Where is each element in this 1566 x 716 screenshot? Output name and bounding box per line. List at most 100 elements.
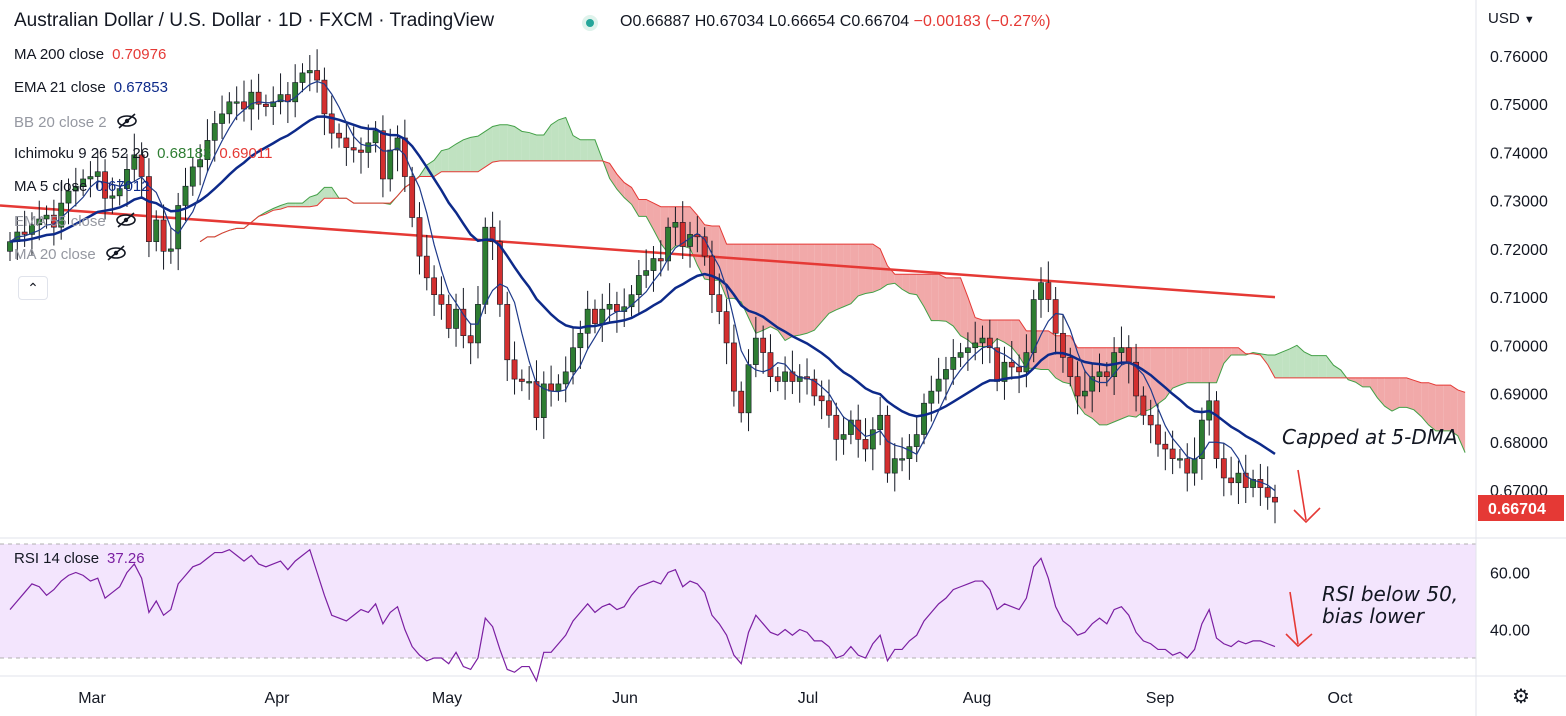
candle-down xyxy=(328,113,335,134)
market-status-icon xyxy=(582,15,598,31)
candle-down xyxy=(255,91,262,105)
candle-down xyxy=(1162,443,1169,450)
candle-up xyxy=(921,402,927,435)
collapse-legend-button[interactable]: ⌃ xyxy=(18,276,48,300)
cloud-bear-segment xyxy=(902,274,910,294)
candle-down xyxy=(789,371,796,382)
candle-up xyxy=(277,94,284,103)
cloud-bear-segment xyxy=(1457,389,1466,453)
ma200-line xyxy=(0,204,1276,299)
currency-selector[interactable]: USD ▼ xyxy=(1488,10,1535,27)
candle-up xyxy=(928,390,935,404)
legend-row-1[interactable]: EMA 21 close 0.67853 xyxy=(14,79,168,96)
cloud-bear-segment xyxy=(938,274,946,322)
candle-down xyxy=(489,226,496,242)
annotation-rsi-line2: bias lower xyxy=(1322,604,1424,628)
cloud-bull-segment xyxy=(470,136,478,172)
candle-up xyxy=(153,219,160,242)
candle-up xyxy=(972,342,979,349)
candle-up xyxy=(606,304,613,310)
candle-up xyxy=(943,369,949,380)
candle-up xyxy=(891,458,898,474)
cloud-bull-segment xyxy=(529,132,537,161)
candle-down xyxy=(431,277,438,296)
candle-up xyxy=(577,332,584,349)
cloud-bear-segment xyxy=(836,244,844,310)
gear-icon[interactable]: ⚙ xyxy=(1512,686,1530,708)
cloud-bear-segment xyxy=(1158,347,1166,404)
cloud-bear-segment xyxy=(616,174,625,198)
candle-down xyxy=(1008,361,1015,368)
rsi-arrow-shaft xyxy=(1289,591,1299,645)
legend-row-0[interactable]: MA 200 close 0.70976 xyxy=(14,46,166,63)
cloud-bull-segment xyxy=(1326,355,1334,378)
price-tick-label: 0.76000 xyxy=(1490,49,1548,66)
legend-row-2[interactable]: BB 20 close 2 xyxy=(14,112,139,134)
eye-hidden-icon[interactable] xyxy=(114,211,138,233)
candle-down xyxy=(767,352,774,377)
legend-value-2: 0.69011 xyxy=(219,145,273,162)
cloud-bear-segment xyxy=(1362,377,1371,387)
legend-row-5[interactable]: EMA 55 close xyxy=(14,211,138,233)
candle-up xyxy=(599,308,606,324)
candle-up xyxy=(233,101,240,104)
cloud-bull-segment xyxy=(551,119,559,161)
price-tick-label: 0.72000 xyxy=(1490,242,1548,259)
price-tick-label: 0.70000 xyxy=(1490,338,1548,355)
legend-label: MA 5 close xyxy=(14,178,88,195)
cloud-bear-segment xyxy=(785,244,793,341)
candle-up xyxy=(555,383,562,392)
cloud-bull-segment xyxy=(580,139,588,161)
rsi-arrow-head xyxy=(1285,633,1313,648)
rsi-legend[interactable]: RSI 14 close 37.26 xyxy=(14,550,145,567)
cloud-bear-segment xyxy=(799,244,808,336)
cloud-bear-segment xyxy=(1143,347,1151,412)
cloud-bear-segment xyxy=(733,244,742,302)
cloud-bear-segment xyxy=(931,274,939,321)
rsi-band xyxy=(0,544,1476,658)
currency-label: USD xyxy=(1488,10,1520,27)
candle-up xyxy=(248,91,255,110)
candle-up xyxy=(840,434,847,440)
cloud-bear-segment xyxy=(1004,320,1012,348)
candle-down xyxy=(241,101,247,110)
candle-down xyxy=(1169,448,1176,459)
eye-hidden-icon[interactable] xyxy=(115,112,139,134)
cloud-bull-segment xyxy=(514,126,522,161)
cloud-bull-segment xyxy=(1333,365,1341,378)
cloud-bull-segment xyxy=(1289,345,1297,378)
candle-up xyxy=(167,248,174,252)
candle-up xyxy=(1038,282,1044,300)
candle-down xyxy=(460,308,467,336)
cloud-bull-segment xyxy=(302,197,310,207)
candle-down xyxy=(1242,472,1249,488)
legend-row-6[interactable]: MA 20 close xyxy=(14,244,128,266)
cloud-bear-segment xyxy=(1355,377,1363,387)
cloud-bear-segment xyxy=(697,215,705,280)
candle-up xyxy=(562,371,569,385)
candle-up xyxy=(29,224,35,235)
cloud-bear-segment xyxy=(646,199,654,230)
candle-down xyxy=(1016,366,1022,373)
candle-up xyxy=(869,429,876,450)
candle-down xyxy=(738,390,745,414)
legend-row-3[interactable]: Ichimoku 9 26 52 26 0.68183 0.69011 xyxy=(14,145,272,162)
cloud-bear-segment xyxy=(924,274,932,321)
candle-up xyxy=(847,419,854,435)
low-value: L0.66654 xyxy=(768,13,836,30)
cloud-bear-segment xyxy=(1179,347,1188,386)
cloud-bear-segment xyxy=(1399,377,1407,408)
legend-row-4[interactable]: MA 5 close 0.67012 xyxy=(14,178,150,195)
cloud-bear-segment xyxy=(1384,377,1392,412)
candle-up xyxy=(906,446,913,459)
candle-down xyxy=(1074,376,1081,397)
cloud-bull-segment xyxy=(309,194,318,207)
cloud-bear-segment xyxy=(1077,347,1085,415)
eye-hidden-icon[interactable] xyxy=(104,244,128,266)
cloud-bull-segment xyxy=(565,117,574,161)
time-tick-label: Mar xyxy=(78,690,106,707)
cloud-bear-segment xyxy=(1084,347,1093,419)
cloud-bear-segment xyxy=(653,203,661,244)
candle-up xyxy=(540,383,547,418)
